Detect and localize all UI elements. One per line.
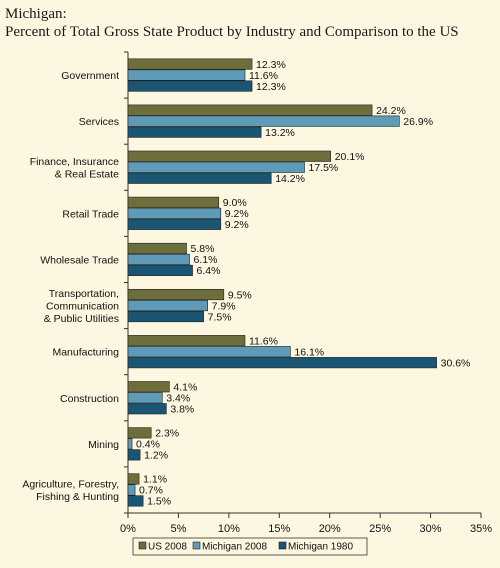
category-label: Services bbox=[79, 116, 119, 128]
bar bbox=[127, 126, 262, 138]
x-tick-label: 30% bbox=[420, 523, 442, 535]
legend-box bbox=[132, 537, 368, 556]
chart-title: Michigan: Percent of Total Gross State P… bbox=[5, 5, 495, 41]
category-label: Manufacturing bbox=[52, 347, 119, 359]
data-label: 3.8% bbox=[170, 404, 194, 416]
data-label: 7.5% bbox=[208, 311, 232, 323]
legend-swatch bbox=[278, 541, 287, 550]
bar bbox=[127, 335, 246, 347]
data-label: 13.2% bbox=[265, 127, 295, 139]
category-label: Agriculture, Forestry, bbox=[22, 479, 119, 491]
bar bbox=[127, 473, 140, 485]
legend-swatch bbox=[192, 541, 201, 550]
data-label: 12.3% bbox=[256, 59, 286, 71]
x-tick-label: 20% bbox=[319, 523, 341, 535]
bar bbox=[127, 438, 133, 450]
data-label: 6.4% bbox=[197, 265, 221, 277]
x-tick-label: 25% bbox=[369, 523, 391, 535]
bar bbox=[127, 218, 222, 230]
bar bbox=[127, 381, 170, 393]
bar bbox=[127, 253, 190, 265]
bar bbox=[127, 449, 141, 461]
data-label: 9.5% bbox=[228, 289, 252, 301]
legend-label: Michigan 1980 bbox=[288, 542, 353, 553]
category-label: Retail Trade bbox=[62, 208, 119, 220]
category-label: Fishing & Hunting bbox=[36, 491, 119, 503]
data-label: 3.4% bbox=[166, 393, 190, 405]
data-label: 0.7% bbox=[139, 485, 163, 497]
bar bbox=[127, 484, 136, 496]
data-label: 9.0% bbox=[223, 197, 247, 209]
legend-label: US 2008 bbox=[148, 542, 187, 553]
bar bbox=[127, 310, 204, 323]
data-label: 1.2% bbox=[144, 450, 168, 462]
bar bbox=[127, 80, 253, 92]
bar bbox=[127, 150, 332, 162]
category-label: Transportation, bbox=[49, 288, 119, 300]
category-label: & Public Utilities bbox=[44, 313, 119, 325]
data-label: 6.1% bbox=[194, 254, 218, 266]
bar bbox=[127, 161, 305, 173]
data-label: 1.5% bbox=[147, 496, 171, 508]
bar bbox=[127, 264, 193, 277]
data-label: 12.3% bbox=[256, 81, 286, 93]
data-label: 11.6% bbox=[249, 335, 278, 347]
data-label: 16.1% bbox=[294, 346, 324, 358]
category-label: & Real Estate bbox=[55, 169, 119, 181]
x-tick-label: 5% bbox=[170, 523, 186, 535]
data-label: 9.2% bbox=[225, 219, 249, 231]
data-label: 0.4% bbox=[136, 439, 160, 451]
data-label: 20.1% bbox=[335, 151, 365, 163]
data-label: 7.9% bbox=[212, 300, 236, 312]
legend-swatch bbox=[138, 541, 147, 550]
bar bbox=[127, 242, 187, 254]
data-label: 1.1% bbox=[143, 474, 167, 486]
bar bbox=[127, 115, 400, 127]
bar bbox=[127, 357, 437, 369]
category-label: Mining bbox=[88, 439, 119, 451]
x-tick-label: 35% bbox=[470, 523, 492, 535]
bar bbox=[127, 299, 208, 312]
category-label: Communication bbox=[46, 301, 119, 313]
bar bbox=[127, 427, 152, 439]
data-label: 5.8% bbox=[190, 243, 214, 255]
data-label: 4.1% bbox=[173, 382, 197, 394]
data-label: 26.9% bbox=[403, 116, 433, 128]
data-label: 11.6% bbox=[249, 70, 278, 82]
category-label: Wholesale Trade bbox=[40, 254, 119, 266]
chart-title-line-1: Michigan: bbox=[5, 6, 67, 22]
x-tick-label: 15% bbox=[268, 523, 290, 535]
bar bbox=[127, 346, 291, 358]
bar bbox=[127, 172, 272, 184]
data-label: 9.2% bbox=[225, 208, 249, 220]
bar bbox=[127, 403, 167, 415]
x-tick-label: 10% bbox=[218, 523, 240, 535]
bar bbox=[127, 196, 220, 208]
category-label: Government bbox=[61, 70, 119, 82]
chart-title-line-2: Percent of Total Gross State Product by … bbox=[5, 24, 459, 40]
bar bbox=[127, 207, 222, 219]
data-label: 14.2% bbox=[275, 173, 305, 185]
bar bbox=[127, 69, 246, 81]
data-label: 24.2% bbox=[376, 105, 406, 117]
legend-label: Michigan 2008 bbox=[202, 542, 267, 553]
category-label: Finance, Insurance bbox=[30, 156, 119, 168]
bar bbox=[127, 58, 253, 70]
data-label: 30.6% bbox=[441, 357, 471, 369]
data-label: 17.5% bbox=[309, 162, 339, 174]
bar bbox=[127, 288, 225, 301]
x-tick-label: 0% bbox=[120, 523, 136, 535]
data-label: 2.3% bbox=[155, 428, 179, 440]
category-label: Construction bbox=[60, 393, 119, 405]
bar bbox=[127, 392, 163, 404]
bar bbox=[127, 495, 144, 507]
bar bbox=[127, 104, 373, 116]
